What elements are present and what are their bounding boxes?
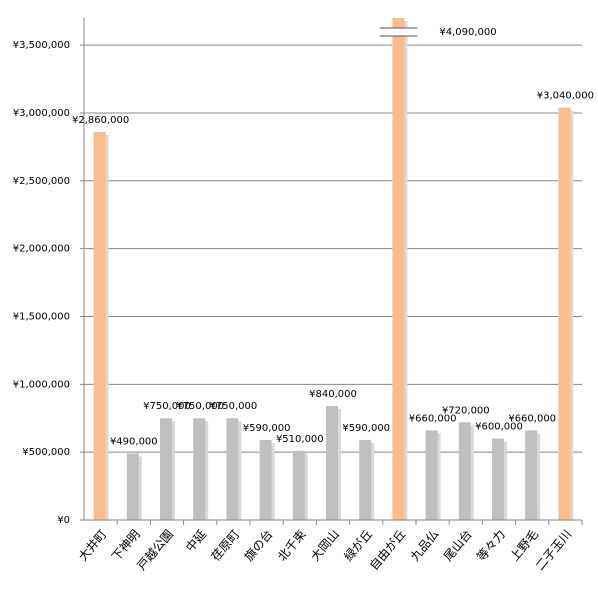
y-tick-label: ¥1,000,000 — [13, 379, 70, 390]
x-tick-label: 九品仏 — [408, 527, 442, 564]
bars — [93, 18, 574, 520]
bar — [292, 450, 305, 520]
bar — [392, 18, 405, 520]
data-label: ¥490,000 — [110, 437, 158, 448]
bar — [160, 418, 172, 520]
y-tick-label: ¥0 — [57, 515, 70, 526]
x-tick-label: 緑が丘 — [341, 527, 376, 564]
y-tick-label: ¥2,000,000 — [13, 244, 70, 255]
x-tick-label: 下神明 — [109, 527, 143, 564]
x-tick-label: 荏原町 — [209, 527, 243, 564]
axis-break — [379, 28, 420, 36]
data-label: ¥590,000 — [342, 423, 390, 434]
data-label: ¥840,000 — [309, 389, 357, 400]
data-label: ¥2,860,000 — [72, 115, 129, 126]
bar — [193, 418, 206, 520]
bar — [525, 430, 538, 520]
x-tick-label: 旗の台 — [241, 527, 276, 564]
bar — [359, 439, 372, 520]
bar — [126, 453, 139, 520]
x-tick-label: 尾山台 — [440, 527, 475, 564]
data-label: ¥600,000 — [475, 422, 523, 433]
data-label: ¥750,000 — [176, 401, 224, 412]
y-tick-label: ¥2,500,000 — [13, 176, 70, 187]
bar — [93, 131, 106, 520]
x-tick-label: 戸越公園 — [134, 527, 176, 573]
data-label: ¥660,000 — [409, 413, 457, 424]
data-label: ¥750,000 — [210, 401, 258, 412]
data-label: ¥3,040,000 — [537, 91, 594, 102]
bar — [226, 418, 239, 520]
data-label: ¥4,090,000 — [439, 27, 496, 38]
x-tick-label: 大井町 — [76, 527, 110, 564]
x-tick-label: 二子玉川 — [533, 527, 575, 573]
data-label: ¥590,000 — [243, 423, 291, 434]
bar — [259, 439, 272, 520]
y-tick-label: ¥3,500,000 — [13, 40, 70, 51]
y-tick-label: ¥3,000,000 — [13, 108, 70, 119]
x-tick-label: 上野毛 — [507, 527, 541, 564]
y-tick-label: ¥500,000 — [22, 447, 70, 458]
bar — [425, 430, 438, 520]
x-tick-label: 大岡山 — [308, 527, 342, 564]
data-label: ¥660,000 — [508, 413, 556, 424]
x-tick-label: 等々力 — [474, 527, 508, 564]
data-label: ¥510,000 — [276, 434, 324, 445]
bar — [458, 422, 471, 520]
data-label: ¥720,000 — [442, 405, 490, 416]
x-tick-label: 自由が丘 — [366, 527, 408, 573]
bar — [326, 406, 338, 520]
x-tick-label: 中延 — [182, 527, 209, 555]
x-tick-label: 北千束 — [275, 527, 309, 564]
data-label: ¥750,000 — [143, 401, 191, 412]
bar — [492, 438, 504, 520]
bar — [558, 107, 571, 520]
y-tick-label: ¥1,500,000 — [13, 311, 70, 322]
